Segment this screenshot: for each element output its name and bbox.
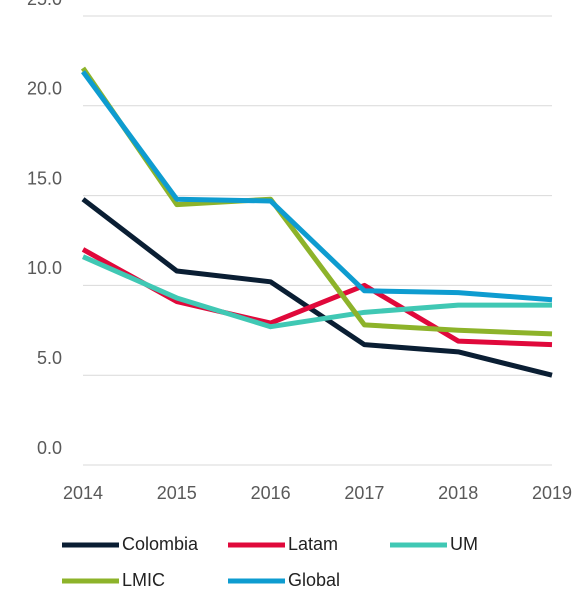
series-line — [81, 197, 553, 378]
x-tick-label: 2017 — [344, 483, 384, 503]
legend-label: UM — [450, 534, 478, 554]
x-tick-label: 2016 — [251, 483, 291, 503]
x-tick-label: 2014 — [63, 483, 103, 503]
series-line — [80, 70, 553, 303]
legend-label: Global — [288, 570, 340, 590]
x-tick-label: 2018 — [438, 483, 478, 503]
y-tick-label: 0.0 — [37, 438, 62, 458]
y-tick-label: 10.0 — [27, 258, 62, 278]
y-tick-label: 15.0 — [27, 168, 62, 188]
y-tick-label: 20.0 — [27, 79, 62, 99]
legend: Colombia Latam UM LMIC Global — [62, 534, 478, 590]
legend-label: LMIC — [122, 570, 165, 590]
legend-label: Colombia — [122, 534, 199, 554]
y-tick-label: 25.0 — [27, 0, 62, 9]
series-line — [81, 254, 552, 330]
legend-label: Latam — [288, 534, 338, 554]
y-tick-label: 5.0 — [37, 348, 62, 368]
x-tick-label: 2019 — [532, 483, 572, 503]
x-tick-label: 2015 — [157, 483, 197, 503]
